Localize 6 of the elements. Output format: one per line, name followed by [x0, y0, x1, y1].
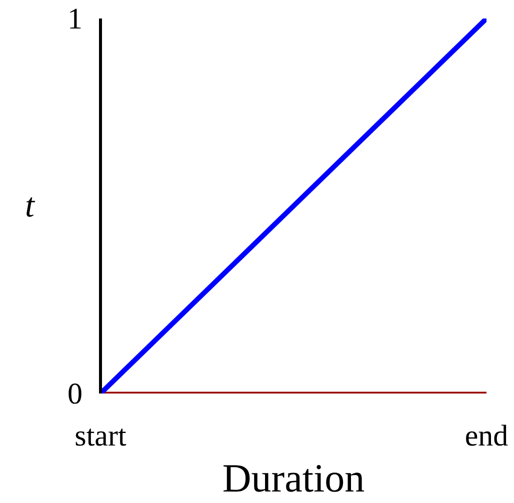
y-tick-label: 1: [68, 2, 82, 36]
x-tick-label: start: [74, 420, 127, 452]
y-tick-label: 0: [68, 378, 82, 410]
y-axis-title: t: [25, 188, 36, 224]
x-axis-title: Duration: [222, 456, 365, 500]
x-tick-label: end: [464, 420, 508, 452]
